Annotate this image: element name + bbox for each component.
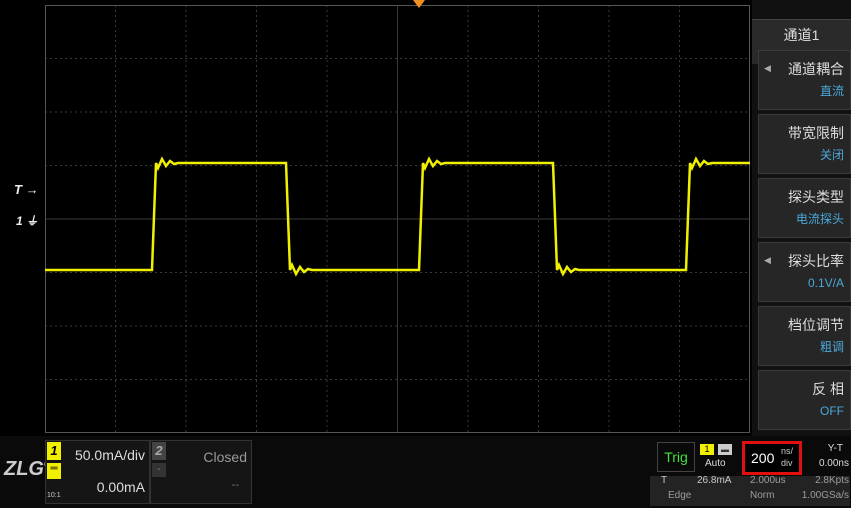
menu-item[interactable]: 档位调节粗调 [758,306,851,366]
trig-button[interactable]: Trig [657,442,695,472]
logo: ZLG® [4,458,51,481]
trigger-level-marker[interactable]: T → [14,182,39,197]
trigger-source-badge: 1 [700,444,714,455]
trigger-type: Edge [668,490,692,501]
trigger-sweep: Norm [750,490,775,501]
status-bar: ZLG® 1 ═ 10:1 50.0mA/div 0.00mA 2 - Clos… [0,436,851,508]
channel1-offset: 0.00mA [96,479,145,495]
trigger-mode: Auto [705,458,726,469]
trig-label: Trig [664,449,688,465]
menu-item-value: OFF [820,404,844,418]
menu-item-value: 0.1V/A [807,276,844,290]
menu-item-label: 带宽限制 [788,125,844,141]
waveform-display[interactable] [45,5,750,433]
trigger-level-marker-label: T [14,182,22,197]
time-delay: 0.00ns [818,458,849,469]
menu-item[interactable]: ◀ 通道耦合直流 [758,50,851,110]
graticule [45,5,750,433]
channel2-panel[interactable]: 2 - Closed -- [150,440,252,504]
channel1-scale: 50.0mA/div [74,447,145,463]
probe-ratio: 10:1 [47,492,61,499]
timebase-value: 200 [751,450,775,466]
dc-coupling-icon: ═ [47,463,61,479]
logo-text: ZLG [4,458,44,480]
trigger-level-label: T [661,475,668,486]
channel-menu: 通道1 ◀ 通道耦合 直流 带宽限制 关闭 探头类型 电流探头 ◀ 探头比率 0.1V/A 档位调节… [752,0,851,436]
channel1-panel[interactable]: 1 ═ 10:1 50.0mA/div 0.00mA [45,440,150,504]
timebase-unit-top: ns/ [781,446,794,456]
menu-item[interactable]: 带宽限制关闭 [758,114,851,174]
menu-item-value: 粗调 [819,340,844,354]
timebase-box[interactable]: 200 ns/ div [742,441,802,475]
channel2-coupling: - [152,463,166,477]
menu-item-label: 档位调节 [788,317,844,333]
menu-item[interactable]: ◀ 探头比率 0.1V/A [758,242,851,302]
menu-item-value: 电流探头 [795,212,844,226]
channel2-status: Closed [203,449,247,465]
channel2-badge: 2 [152,442,166,460]
menu-item-label: 探头类型 [788,189,844,205]
timebase-unit-bottom: div [781,458,793,468]
channel2-offset: -- [231,479,239,491]
edge-icon: ▬ [718,444,732,455]
menu-item[interactable]: 反 相 OFF [758,370,851,430]
left-arrow-icon: ◀ [764,255,771,265]
memory-depth: 2.8Kpts [815,475,849,486]
menu-item-label: 反 相 [812,381,844,397]
menu-item-value: 关闭 [819,148,844,162]
channel1-trace [45,156,750,277]
display-mode: Y-T [827,443,843,454]
channel1-marker-label: 1 [16,214,23,228]
menu-item-value: 直流 [819,84,844,98]
channel1-ground-marker[interactable]: 1 ⏚ [16,214,39,228]
channel1-badge: 1 [47,442,61,460]
left-arrow-icon: ◀ [764,63,771,73]
graticule-border [45,5,750,433]
trigger-position-marker[interactable] [413,0,425,8]
menu-item[interactable]: 探头类型电流探头 [758,178,851,238]
menu-item-label: 通道耦合 [788,61,844,77]
time-window: 2.000us [750,475,786,486]
menu-item-label: 探头比率 [788,253,844,269]
trigger-level: 26.8mA [697,475,732,486]
sample-rate: 1.00GSa/s [801,490,849,501]
